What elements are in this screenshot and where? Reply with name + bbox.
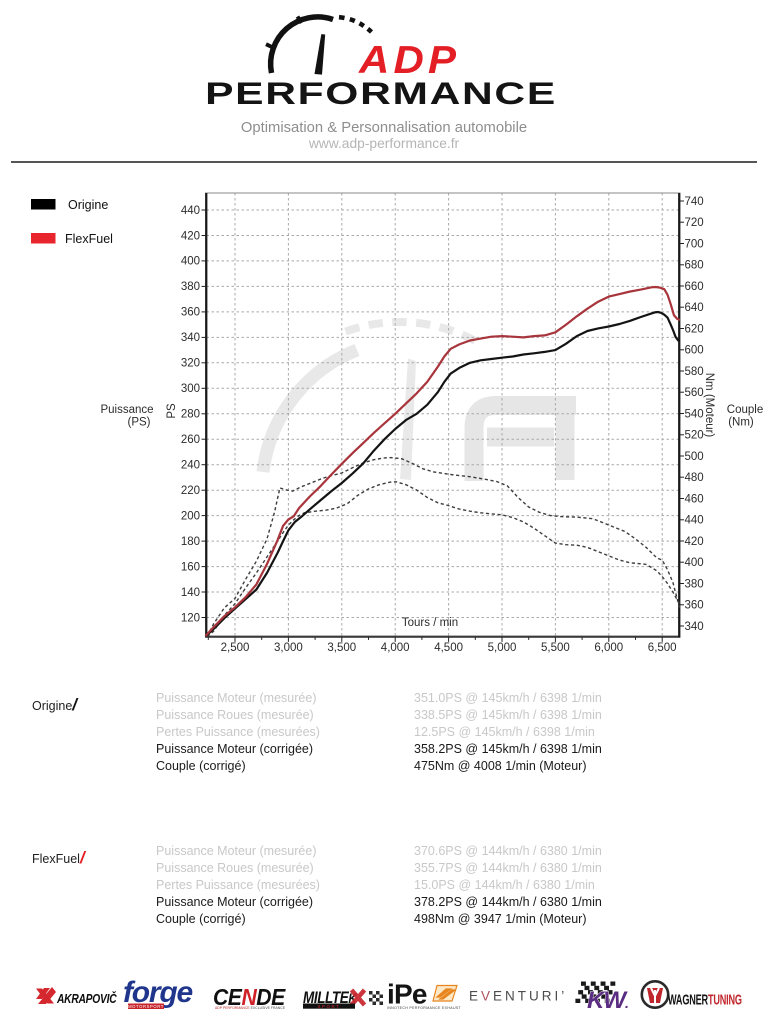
svg-text:EVENTURI’: EVENTURI’ <box>469 989 567 1004</box>
svg-text:360: 360 <box>181 307 200 319</box>
svg-text:5,500: 5,500 <box>541 642 570 654</box>
svg-text:4,000: 4,000 <box>381 642 410 654</box>
svg-text:380: 380 <box>181 281 200 293</box>
svg-text:300: 300 <box>181 383 200 395</box>
svg-text:420: 420 <box>181 230 200 242</box>
svg-text:(PS): (PS) <box>128 417 151 429</box>
svg-text:700: 700 <box>685 238 704 250</box>
svg-text:4,500: 4,500 <box>434 642 463 654</box>
svg-text:MILLTEK: MILLTEK <box>303 989 358 1008</box>
svg-text:680: 680 <box>685 260 704 272</box>
svg-text:620: 620 <box>685 323 704 335</box>
svg-text:400: 400 <box>181 256 200 268</box>
svg-text:480: 480 <box>685 472 704 484</box>
svg-text:ADP PERFORMANCE EXCLUSIVE FRAN: ADP PERFORMANCE EXCLUSIVE FRANCE <box>215 1006 286 1010</box>
svg-text:420: 420 <box>685 536 704 548</box>
svg-text:720: 720 <box>685 217 704 229</box>
svg-text:360: 360 <box>685 600 704 612</box>
svg-text:FlexFuel: FlexFuel <box>65 232 113 246</box>
svg-text:Origine: Origine <box>68 198 108 212</box>
svg-text:120: 120 <box>181 612 200 624</box>
svg-text:PERFORMANCE: PERFORMANCE <box>205 75 557 111</box>
svg-text:400: 400 <box>685 557 704 569</box>
svg-text:www.adp-performance.fr: www.adp-performance.fr <box>308 136 460 151</box>
svg-text:Tours / min: Tours / min <box>402 617 458 629</box>
svg-text:3,500: 3,500 <box>327 642 356 654</box>
svg-text:560: 560 <box>685 387 704 399</box>
svg-text:6,500: 6,500 <box>648 642 677 654</box>
svg-text:160: 160 <box>181 561 200 573</box>
svg-text:SPORT: SPORT <box>317 1004 340 1009</box>
svg-text:280: 280 <box>181 409 200 421</box>
svg-text:INNOTECH PERFORMANCE EXHAUST: INNOTECH PERFORMANCE EXHAUST <box>387 1006 462 1010</box>
svg-text:320: 320 <box>181 358 200 370</box>
svg-text:Couple: Couple <box>727 404 763 416</box>
svg-text:6,000: 6,000 <box>594 642 623 654</box>
svg-text:440: 440 <box>685 515 704 527</box>
svg-text:3,000: 3,000 <box>274 642 303 654</box>
svg-text:340: 340 <box>685 621 704 633</box>
svg-text:540: 540 <box>685 408 704 420</box>
svg-text:ADP: ADP <box>358 37 460 81</box>
svg-text:Nm (Moteur): Nm (Moteur) <box>703 373 715 438</box>
svg-text:CENDE: CENDE <box>213 984 286 1010</box>
svg-text:200: 200 <box>181 510 200 522</box>
svg-text:440: 440 <box>181 205 200 217</box>
svg-text:Optimisation & Personnalisatio: Optimisation & Personnalisation automobi… <box>241 120 527 136</box>
svg-text:380: 380 <box>685 578 704 590</box>
svg-text:AKRAPOVIČ: AKRAPOVIČ <box>56 992 117 1006</box>
svg-text:iPe: iPe <box>387 979 427 1010</box>
svg-text:MOTORSPORT: MOTORSPORT <box>128 1004 164 1009</box>
svg-text:180: 180 <box>181 536 200 548</box>
svg-text:(Nm): (Nm) <box>728 417 754 429</box>
svg-text:140: 140 <box>181 587 200 599</box>
svg-text:220: 220 <box>181 485 200 497</box>
svg-text:460: 460 <box>685 493 704 505</box>
svg-text:Puissance: Puissance <box>100 404 153 416</box>
svg-text:WAGNERTUNING: WAGNERTUNING <box>668 991 742 1008</box>
svg-text:520: 520 <box>685 430 704 442</box>
svg-text:5,000: 5,000 <box>488 642 517 654</box>
svg-text:240: 240 <box>181 460 200 472</box>
svg-text:580: 580 <box>685 366 704 378</box>
svg-text:260: 260 <box>181 434 200 446</box>
svg-text:600: 600 <box>685 345 704 357</box>
svg-text:340: 340 <box>181 332 200 344</box>
svg-text:660: 660 <box>685 281 704 293</box>
svg-text:KW.: KW. <box>587 987 628 1014</box>
svg-text:640: 640 <box>685 302 704 314</box>
svg-text:2,500: 2,500 <box>221 642 250 654</box>
svg-text:PS: PS <box>166 403 178 419</box>
svg-text:740: 740 <box>685 196 704 208</box>
svg-text:500: 500 <box>685 451 704 463</box>
